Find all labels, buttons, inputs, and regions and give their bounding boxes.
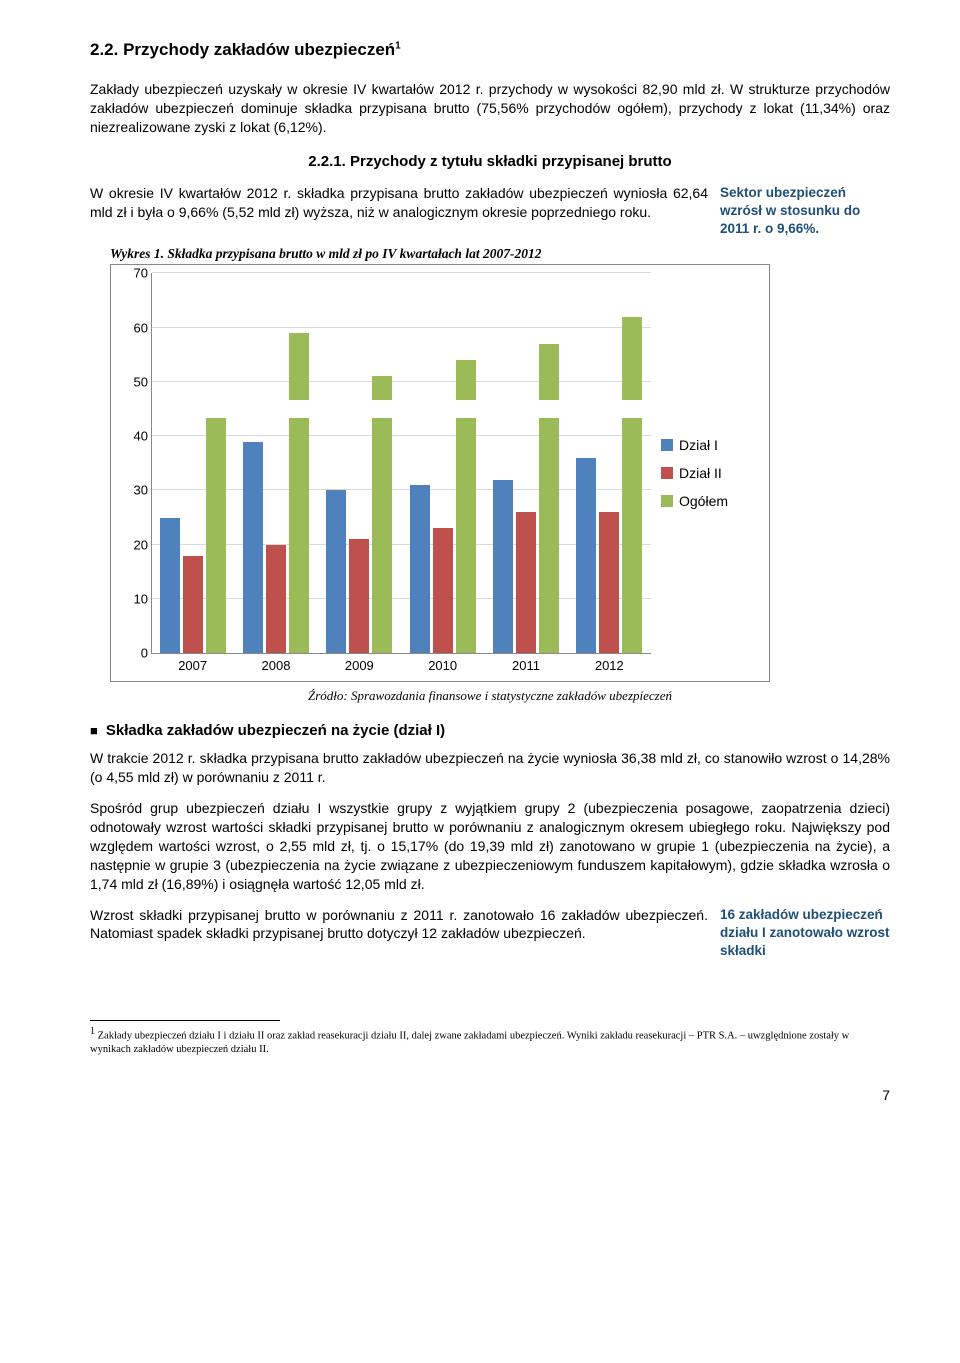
footnote-separator [90,1020,280,1021]
legend-swatch [661,495,673,507]
footnote-body: Zakłady ubezpieczeń działu I i działu II… [90,1031,849,1056]
legend-label: Ogółem [679,493,728,509]
chart-source: Źródło: Sprawozdania finansowe i statyst… [90,688,890,704]
chart-x-tick: 2008 [234,654,317,673]
legend-item: Dział I [661,437,761,453]
chart-group [235,273,318,653]
chart-bar [206,414,226,653]
chart-y-tick: 70 [124,266,148,281]
paragraph-dzial1-c: Wzrost składki przypisanej brutto w poró… [90,906,708,944]
bullet-heading-dzial-i: Składka zakładów ubezpieczeń na życie (d… [90,722,890,739]
chart-bar [576,458,596,653]
chart-bar [433,528,453,653]
chart-y-tick: 50 [124,374,148,389]
paragraph-growth: W okresie IV kwartałów 2012 r. składka p… [90,184,708,222]
chart-x-tick: 2010 [401,654,484,673]
chart-legend: Dział I Dział II Ogółem [651,273,761,673]
legend-swatch [661,439,673,451]
chart-y-tick: 0 [124,646,148,661]
chart-container: 010203040506070 200720082009201020112012… [110,264,770,682]
legend-item: Ogółem [661,493,761,509]
legend-label: Dział I [679,437,718,453]
chart-plot: 010203040506070 [151,273,651,654]
chart-x-tick: 2007 [151,654,234,673]
chart-bar [410,485,430,653]
legend-item: Dział II [661,465,761,481]
side-note-growth: Sektor ubezpieczeń wzrósł w stosunku do … [720,184,890,239]
chart-x-tick: 2012 [568,654,651,673]
subsection-heading: 2.2.1. Przychody z tytułu składki przypi… [90,153,890,170]
chart-x-tick: 2009 [318,654,401,673]
chart-bar [516,512,536,653]
chart-group [568,273,651,653]
footnote-mark: 1 [90,1026,95,1037]
chart-bar [160,518,180,654]
chart-y-tick: 60 [124,320,148,335]
chart-group [402,273,485,653]
footnote-text: 1 Zakłady ubezpieczeń działu I i działu … [90,1025,890,1057]
legend-label: Dział II [679,465,722,481]
chart-bar [622,317,642,654]
chart-bar [372,376,392,653]
chart-y-tick: 10 [124,592,148,607]
chart-y-tick: 20 [124,537,148,552]
chart-bar [243,442,263,654]
chart-bar [183,556,203,654]
chart-x-tick: 2011 [484,654,567,673]
chart-bar [456,360,476,653]
chart-group [152,273,235,653]
paragraph-dzial1-b: Spośród grup ubezpieczeń działu I wszyst… [90,799,890,893]
chart-bar [493,480,513,654]
chart-bar [349,539,369,653]
page-number: 7 [90,1087,890,1103]
footnote-ref: 1 [395,40,401,51]
chart-group [485,273,568,653]
chart-x-labels: 200720082009201020112012 [151,654,651,673]
chart-group [318,273,401,653]
chart-bar [599,512,619,653]
chart-bar [539,344,559,653]
legend-swatch [661,467,673,479]
chart-bar [326,490,346,653]
side-note-16zak: 16 zakładów ubezpieczeń działu I zanotow… [720,906,890,961]
section-heading-text: 2.2. Przychody zakładów ubezpieczeń [90,40,395,59]
section-heading: 2.2. Przychody zakładów ubezpieczeń1 [90,40,890,60]
paragraph-dzial1-a: W trakcie 2012 r. składka przypisana bru… [90,749,890,787]
chart-title: Wykres 1. Składka przypisana brutto w ml… [110,246,770,262]
paragraph-intro: Zakłady ubezpieczeń uzyskały w okresie I… [90,80,890,137]
chart-y-tick: 40 [124,429,148,444]
chart-y-tick: 30 [124,483,148,498]
chart-bar [266,545,286,654]
chart-bar [289,333,309,653]
